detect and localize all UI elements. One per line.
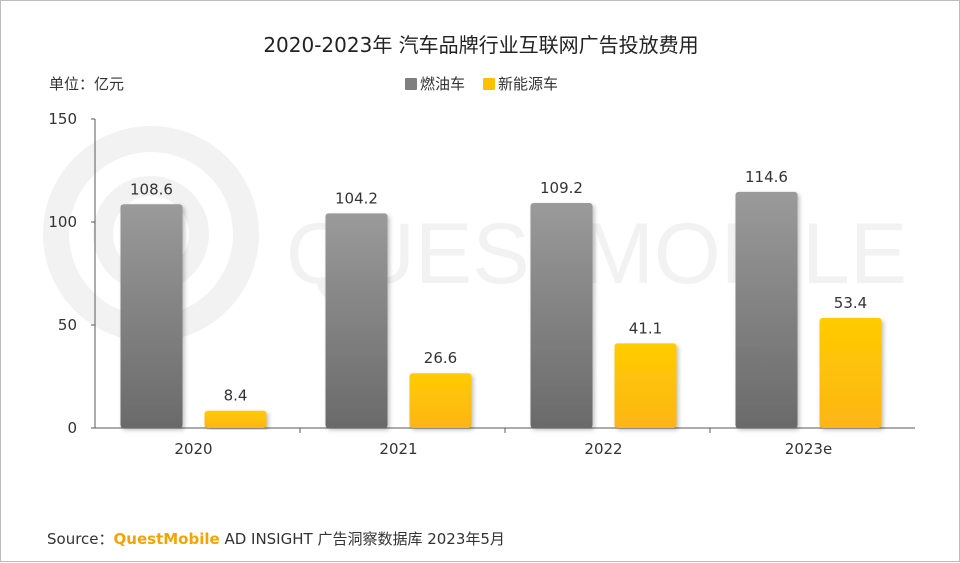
data-label-fuel-2022: 109.2 xyxy=(540,179,583,197)
bar-nev-2023e xyxy=(819,317,882,428)
data-label-nev-2023e: 53.4 xyxy=(834,294,867,312)
x-tick-label: 2023e xyxy=(785,440,832,458)
bar-fuel-2023e xyxy=(735,191,798,428)
data-label-fuel-2021: 104.2 xyxy=(335,189,378,207)
source-line: Source：QuestMobile AD INSIGHT 广告洞察数据库 20… xyxy=(47,528,505,549)
legend-swatch-fuel xyxy=(405,77,417,90)
legend: 燃油车 新能源车 xyxy=(405,73,558,94)
bar-fuel-2021 xyxy=(325,213,388,428)
source-prefix: Source： xyxy=(47,530,114,548)
legend-label-fuel: 燃油车 xyxy=(420,75,466,93)
legend-label-nev: 新能源车 xyxy=(498,75,559,93)
chart-title: 2020-2023年 汽车品牌行业互联网广告投放费用 xyxy=(263,33,699,57)
y-tick-label: 150 xyxy=(48,110,77,128)
source-suffix: AD INSIGHT 广告洞察数据库 2023年5月 xyxy=(219,530,505,548)
data-label-nev-2021: 26.6 xyxy=(424,349,457,367)
unit-label: 单位：亿元 xyxy=(49,75,125,93)
bar-fuel-2022 xyxy=(530,203,593,428)
data-label-fuel-2020: 108.6 xyxy=(130,180,173,198)
bar-nev-2022 xyxy=(614,343,677,428)
legend-item-nev: 新能源车 xyxy=(483,73,558,94)
x-tick-label: 2020 xyxy=(174,440,212,458)
legend-item-fuel: 燃油车 xyxy=(405,73,465,94)
data-label-fuel-2023e: 114.6 xyxy=(745,168,788,186)
y-tick-label: 100 xyxy=(48,213,77,231)
x-tick-label: 2022 xyxy=(584,440,622,458)
y-tick-label: 50 xyxy=(58,316,77,334)
data-label-nev-2022: 41.1 xyxy=(629,319,662,337)
legend-swatch-nev xyxy=(483,77,496,90)
bar-nev-2021 xyxy=(409,373,472,428)
x-tick-label: 2021 xyxy=(379,440,417,458)
bar-fuel-2020 xyxy=(120,204,183,428)
watermark-text: QUESTMOBILE xyxy=(286,206,907,302)
source-brand: QuestMobile xyxy=(113,530,220,548)
bar-nev-2020 xyxy=(204,410,267,428)
data-label-nev-2020: 8.4 xyxy=(224,387,248,405)
y-tick-label: 0 xyxy=(67,419,77,437)
